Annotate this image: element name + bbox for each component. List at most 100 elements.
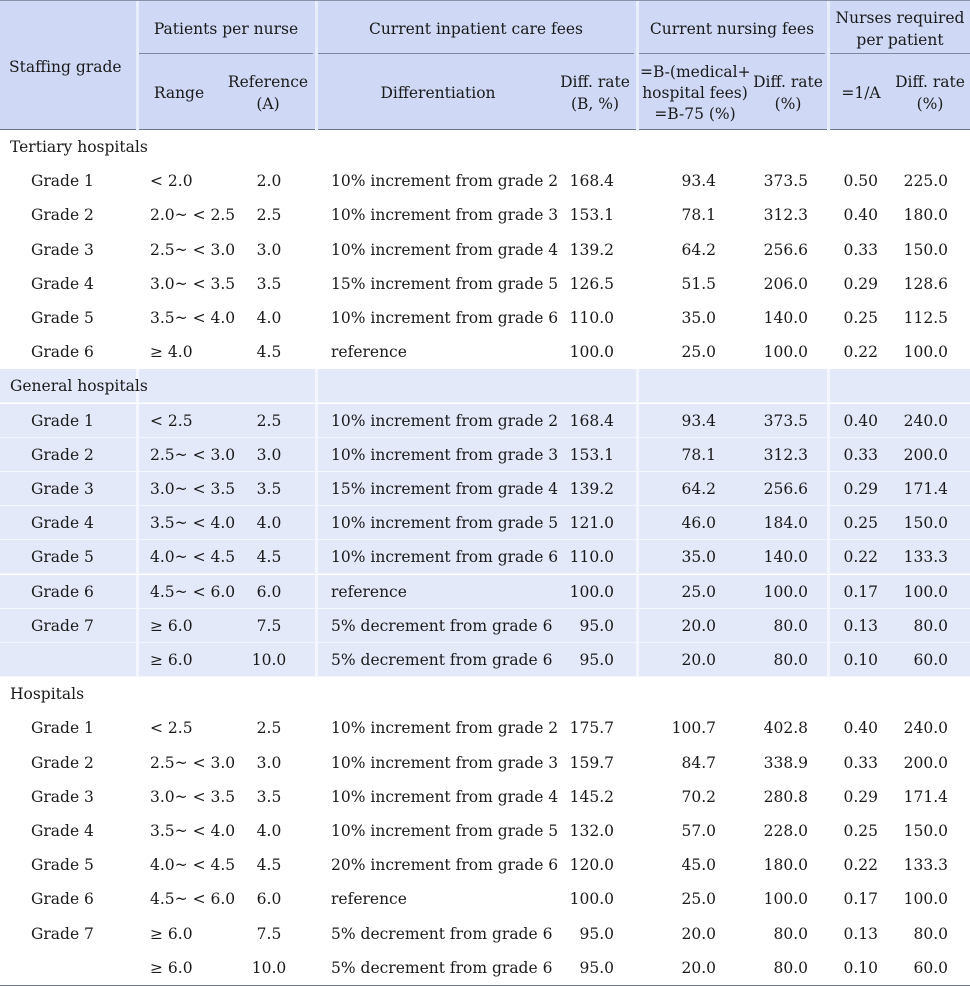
nursing-fee-cell: 51.5 <box>681 274 716 293</box>
diff-rate-b-cell: 95.0 <box>579 651 614 669</box>
table-row: Grade 6 4.5~ < 6.0 6.0 reference 100.0 25.0 10… <box>0 574 970 609</box>
reference-cell: 3.0 <box>256 753 282 772</box>
section-title: Tertiary hospitals <box>10 138 148 156</box>
grade-cell: Grade 4 <box>31 514 94 533</box>
nursing-fee-cell: 25.0 <box>681 343 716 362</box>
nurses-per-patient-cell: 0.22 <box>843 548 878 567</box>
nurses-per-patient-cell: 0.22 <box>843 343 878 362</box>
header-reference-a: (A) <box>256 95 280 113</box>
header-group-rule <box>639 53 825 54</box>
diff-rate-b-cell: 95.0 <box>579 924 614 943</box>
grade-cell: Grade 4 <box>31 274 94 293</box>
header-formula-line1: =B-(medical+ <box>640 63 751 81</box>
diff-rate-b-cell: 95.0 <box>579 958 614 977</box>
nursing-diff-rate-cell: 184.0 <box>763 514 808 533</box>
nurses-per-patient-cell: 0.25 <box>843 309 878 327</box>
diff-rate-b-cell: 139.2 <box>569 240 614 259</box>
row-divider <box>315 540 318 575</box>
diff-rate-b-cell: 145.2 <box>569 787 614 806</box>
diff-rate-b-cell: 110.0 <box>569 309 614 327</box>
diff-rate-b-cell: 100.0 <box>569 582 614 601</box>
grade-cell: Grade 1 <box>31 719 94 738</box>
differentiation-cell: 10% increment from grade 6 <box>331 548 559 567</box>
header-diff-rate-b-unit: (B, %) <box>570 95 620 113</box>
range-cell: 2.5~ < 3.0 <box>150 753 236 772</box>
row-divider <box>827 369 830 404</box>
table-row: Grade 5 3.5~ < 4.0 4.0 10% increment from g… <box>0 301 970 335</box>
nurses-per-patient-cell: 0.10 <box>843 651 878 669</box>
row-divider <box>315 369 318 404</box>
header-per-patient: per patient <box>856 31 944 49</box>
nurse-diff-rate-cell: 100.0 <box>903 582 948 601</box>
header-divider <box>827 1 830 131</box>
diff-rate-b-cell: 132.0 <box>569 822 614 840</box>
nursing-fee-cell: 93.4 <box>681 172 716 191</box>
reference-cell: 7.5 <box>256 616 282 635</box>
reference-cell: 2.5 <box>256 206 282 225</box>
nursing-diff-rate-cell: 180.0 <box>763 856 808 875</box>
grade-cell: Grade 2 <box>31 206 94 225</box>
differentiation-cell: 15% increment from grade 5 <box>331 274 559 293</box>
diff-rate-b-cell: 95.0 <box>579 616 614 635</box>
differentiation-cell: 5% decrement from grade 6 <box>331 616 553 635</box>
row-divider <box>136 472 139 506</box>
grade-cell: Grade 1 <box>31 411 94 430</box>
section-row: Hospitals <box>0 677 970 711</box>
row-divider <box>827 643 830 677</box>
grade-cell: Grade 3 <box>31 787 94 806</box>
grade-cell: Grade 7 <box>31 924 94 943</box>
nursing-diff-rate-cell: 80.0 <box>773 958 808 977</box>
nurse-diff-rate-cell: 200.0 <box>903 445 948 464</box>
range-cell: 4.5~ < 6.0 <box>150 582 236 601</box>
nurse-diff-rate-cell: 133.3 <box>903 548 948 567</box>
header-formula-line3: =B-75 (%) <box>654 105 736 123</box>
diff-rate-b-cell: 168.4 <box>569 172 614 191</box>
nurse-diff-rate-cell: 100.0 <box>903 343 948 362</box>
reference-cell: 4.0 <box>256 309 282 327</box>
row-divider <box>136 574 139 609</box>
row-divider <box>136 540 139 575</box>
range-cell: ≥ 6.0 <box>150 924 193 943</box>
range-cell: 3.0~ < 3.5 <box>150 787 236 806</box>
nurses-per-patient-cell: 0.17 <box>843 582 878 601</box>
range-cell: 2.0~ < 2.5 <box>150 206 236 225</box>
differentiation-cell: 10% increment from grade 4 <box>331 787 559 806</box>
differentiation-cell: reference <box>331 582 407 601</box>
table-row: ≥ 6.0 10.0 5% decrement from grade 6 95.0 20… <box>0 951 970 985</box>
table-row: Grade 2 2.5~ < 3.0 3.0 10% increment from g… <box>0 437 970 472</box>
row-divider <box>827 574 830 609</box>
nursing-diff-rate-cell: 140.0 <box>763 309 808 327</box>
grade-cell: Grade 6 <box>31 343 94 362</box>
nursing-fee-cell: 64.2 <box>681 480 716 498</box>
nurse-diff-rate-cell: 225.0 <box>903 172 948 191</box>
range-cell: < 2.5 <box>150 411 193 430</box>
row-divider <box>136 643 139 677</box>
range-cell: < 2.5 <box>150 719 193 738</box>
nursing-fee-cell: 20.0 <box>681 616 716 635</box>
section-title: Hospitals <box>10 685 85 704</box>
differentiation-cell: 5% decrement from grade 6 <box>331 924 553 943</box>
diff-rate-b-cell: 110.0 <box>569 548 614 567</box>
differentiation-cell: reference <box>331 890 407 909</box>
row-divider <box>315 506 318 541</box>
reference-cell: 3.0 <box>256 240 282 259</box>
row-divider <box>636 643 639 677</box>
header-nursing-diff-rate-unit: (%) <box>774 95 802 113</box>
header-inpatient-fees: Current inpatient care fees <box>368 20 584 38</box>
row-divider <box>827 608 830 643</box>
row-divider <box>636 369 639 404</box>
differentiation-cell: reference <box>331 343 407 362</box>
range-cell: ≥ 6.0 <box>150 651 193 669</box>
nursing-diff-rate-cell: 338.9 <box>763 753 808 772</box>
range-cell: ≥ 6.0 <box>150 616 193 635</box>
grade-cell: Grade 7 <box>31 616 94 635</box>
header-group-rule <box>830 53 970 54</box>
nursing-diff-rate-cell: 228.0 <box>763 822 808 840</box>
grade-cell: Grade 3 <box>31 480 94 498</box>
nurses-per-patient-cell: 0.29 <box>843 274 878 293</box>
range-cell: 3.5~ < 4.0 <box>150 514 236 533</box>
diff-rate-b-cell: 153.1 <box>569 206 614 225</box>
nursing-fee-cell: 35.0 <box>681 548 716 567</box>
grade-cell: Grade 1 <box>31 172 94 191</box>
